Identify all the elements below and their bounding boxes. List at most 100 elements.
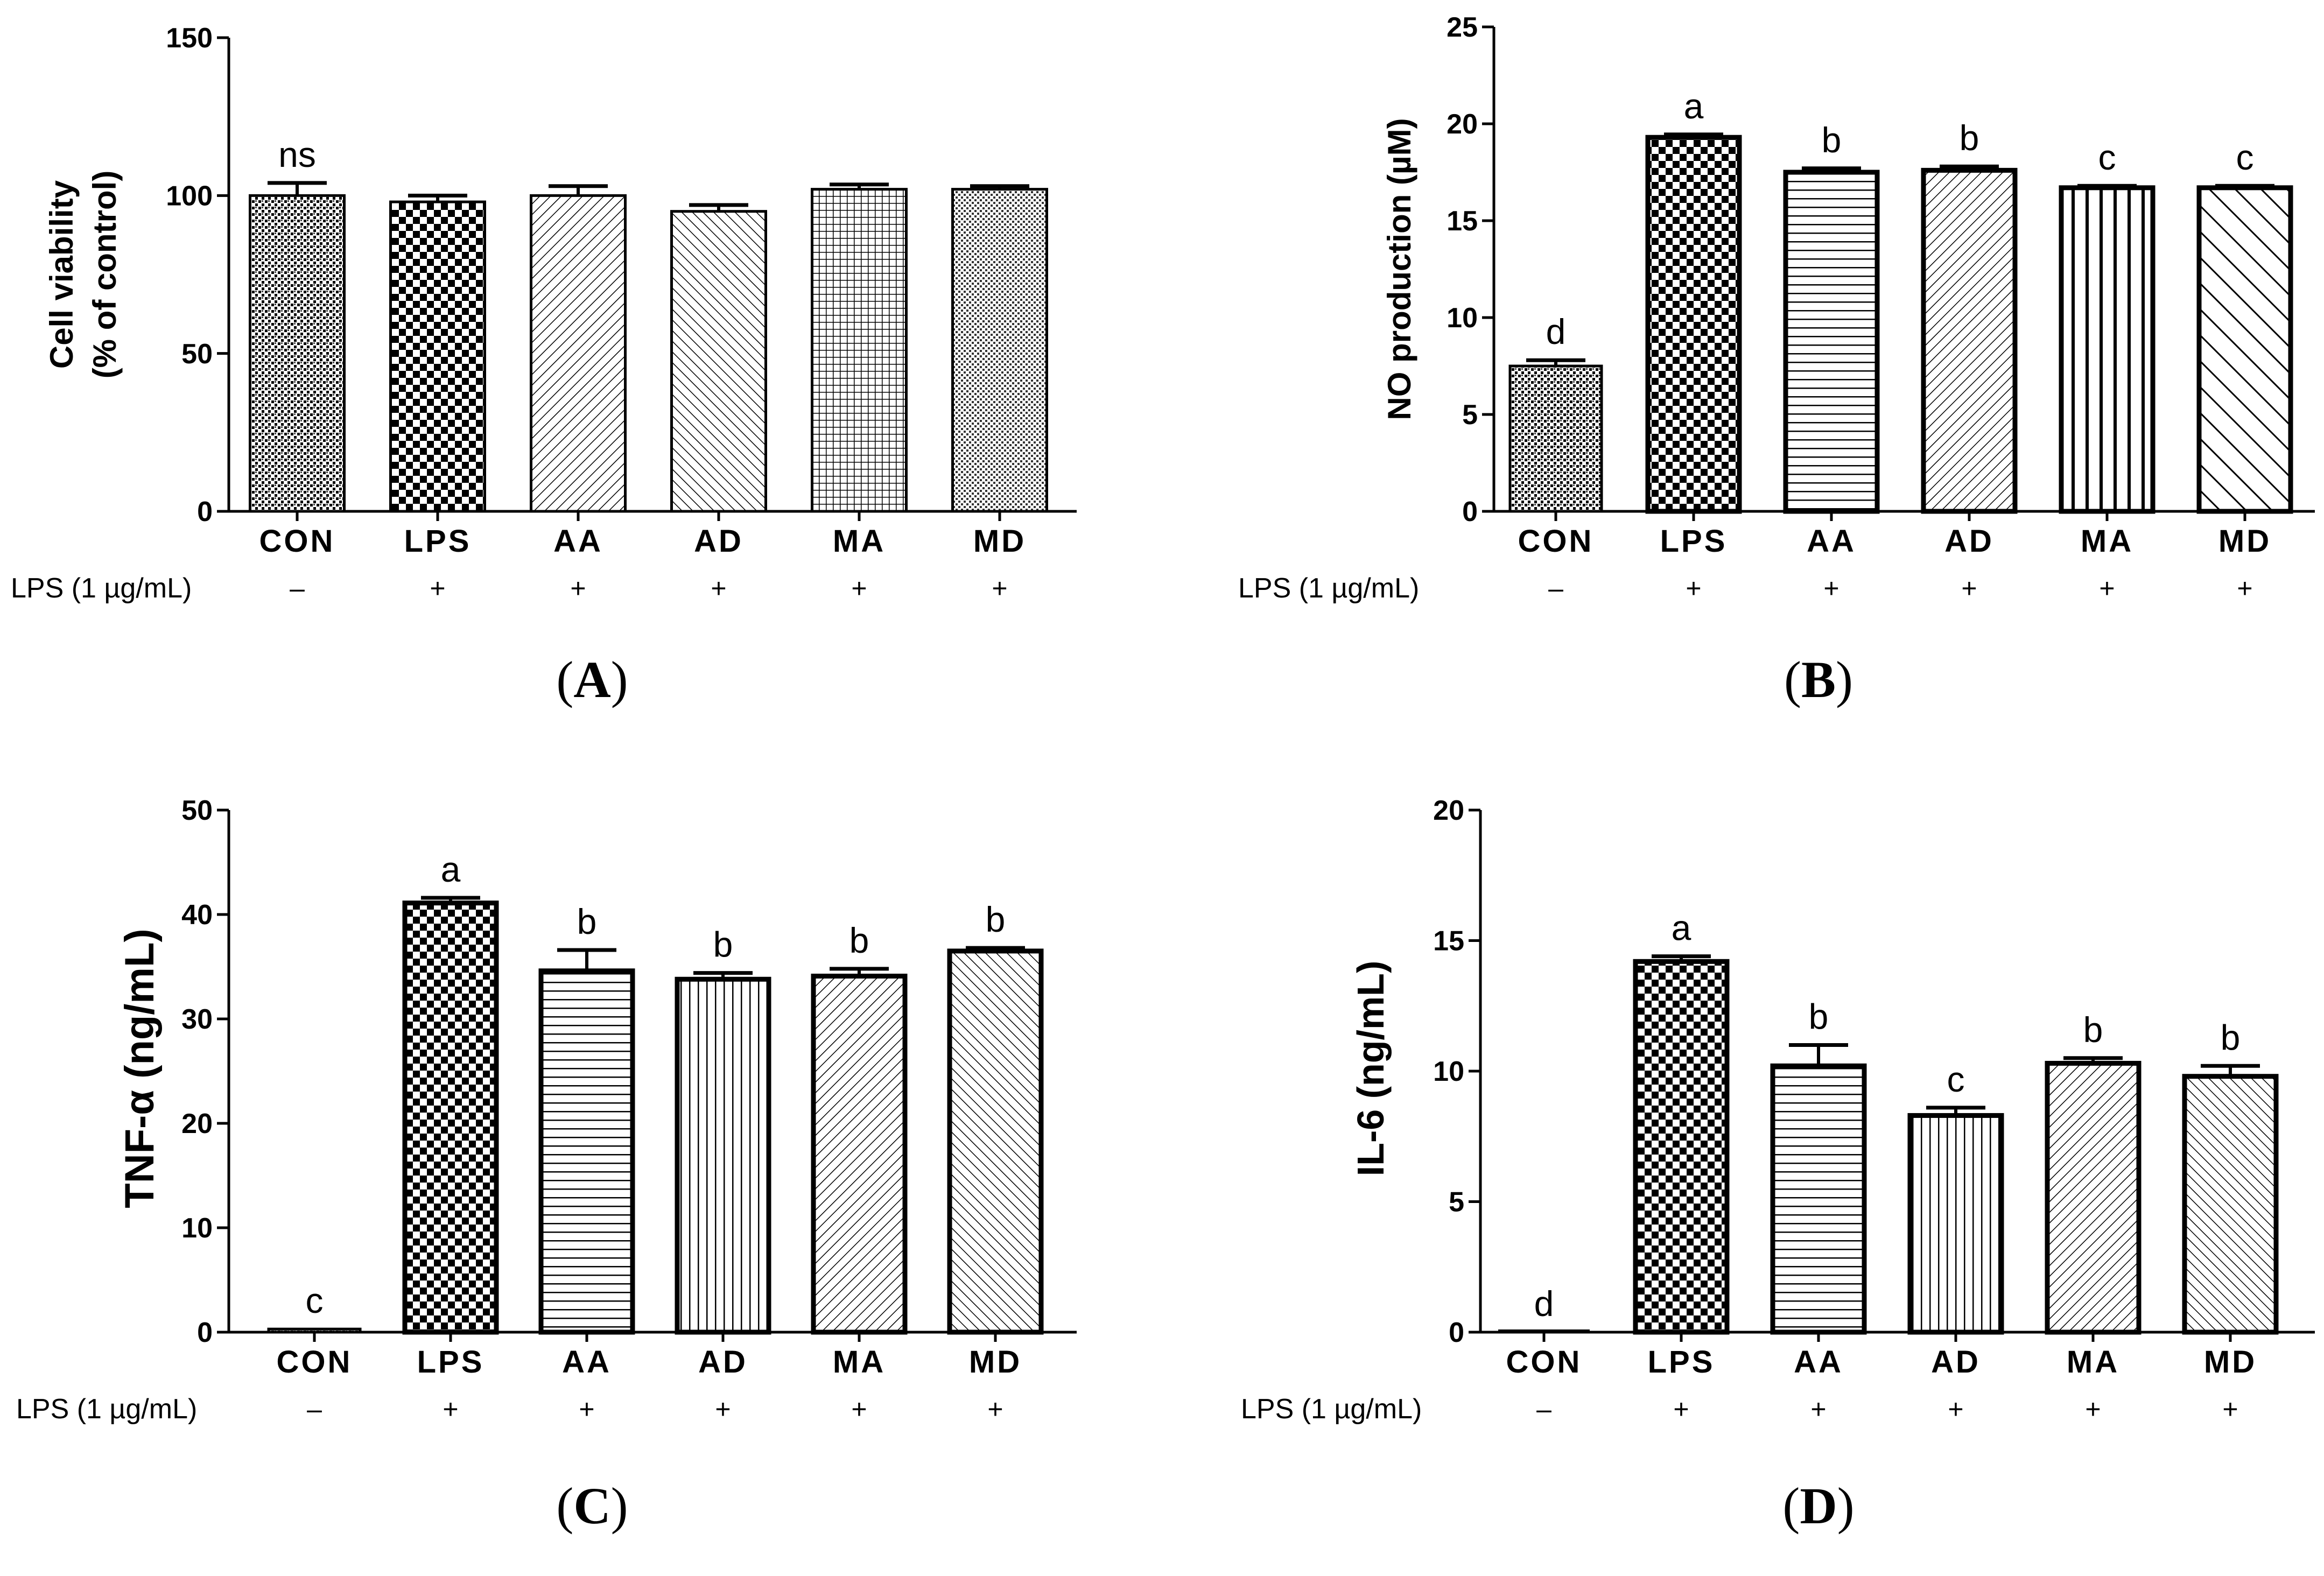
significance-label: d [1534,1284,1554,1324]
y-tick-label: 0 [197,1317,213,1348]
panel-a: 0 50 100 150 Cell viability (% of control) ns C… [11,23,1077,708]
lps-row-label: LPS (1 µg/mL) [1241,1394,1422,1425]
significance-label: b [1960,118,1979,158]
y-axis-label: IL-6 (ng/mL) [1350,961,1392,1176]
y-axis-label: Cell viability [44,180,80,369]
lps-row-value: + [711,573,726,603]
bar-md [951,188,1048,513]
bar-aa [530,194,627,513]
y-tick-label: 0 [1449,1317,1464,1348]
x-tick-label: AD [694,524,743,559]
lps-row-value: + [1961,573,1977,603]
lps-row-value: + [570,573,586,603]
lps-row-value: – [290,573,305,603]
significance-label: b [2221,1017,2241,1057]
significance-label: b [849,920,869,960]
bar-ma [2059,185,2156,514]
significance-label: c [2098,137,2116,177]
bar-ma [811,188,908,513]
lps-row-label: LPS (1 µg/mL) [16,1394,197,1425]
significance-label: b [986,899,1006,939]
y-tick-label: 30 [181,1004,213,1035]
y-tick-label: 0 [1462,496,1478,527]
x-tick-label: CON [1518,524,1594,559]
bar-md [947,948,1044,1335]
y-tick-label: 10 [181,1213,213,1244]
bar-lps [1633,959,1730,1335]
x-tick-label: AA [1794,1345,1843,1380]
panel-label: (A) [556,651,628,708]
y-tick-label: 15 [1433,926,1464,957]
y-tick-label: 5 [1462,399,1478,431]
panel-label: (B) [1784,651,1853,708]
significance-label: b [713,925,733,965]
lps-row-value: + [1686,573,1701,603]
y-tick-label: 20 [181,1108,213,1139]
bar-ad [670,210,767,513]
panel-d: 0 5 10 15 20 IL-6 (ng/mL) d CON – a LPS + b AA + c AD + b M… [1241,795,2315,1535]
y-tick-label: 50 [181,795,213,826]
y-axis-label: TNF-α (ng/mL) [117,928,163,1208]
y-axis-label-line2: (% of control) [87,171,123,379]
significance-label: b [2083,1010,2103,1050]
x-tick-label: CON [259,524,335,559]
lps-row-value: + [992,573,1007,603]
significance-label: c [306,1280,324,1320]
y-tick-label: 10 [1433,1056,1464,1087]
significance-label: c [2236,137,2254,177]
y-tick-label: 25 [1447,12,1478,43]
x-tick-label: MD [2218,524,2271,559]
x-tick-label: AA [1807,524,1856,559]
x-tick-label: AD [698,1345,748,1380]
significance-label: a [1672,908,1691,948]
y-tick-label: 20 [1433,795,1464,826]
significance-label: d [1546,312,1566,351]
bar-con [249,194,346,513]
x-tick-label: AA [553,524,603,559]
bar-aa [538,968,635,1335]
panel-label: (D) [1782,1477,1854,1535]
bar-md [2182,1074,2279,1335]
lps-row-value: – [307,1394,322,1424]
x-tick-label: LPS [404,524,472,559]
lps-row-value: + [851,1394,867,1424]
panel-label: (C) [556,1477,628,1535]
x-tick-label: AA [562,1345,612,1380]
lps-row-value: + [443,1394,458,1424]
panel-c: 0 10 20 30 40 50 TNF-α (ng/mL) c CON – a LPS + b AA + b A… [16,795,1077,1535]
significance-label: b [577,902,597,941]
lps-row-value: + [851,573,867,603]
significance-label: c [1947,1059,1965,1099]
x-tick-label: MD [969,1345,1022,1380]
lps-row-value: + [1948,1394,1963,1424]
lps-row-value: + [715,1394,731,1424]
significance-label: b [1809,997,1829,1037]
bar-ma [2045,1060,2142,1335]
lps-row-value: + [1673,1394,1689,1424]
x-tick-label: LPS [417,1345,485,1380]
significance-label: a [1684,86,1704,126]
y-axis-label: NO production (µM) [1381,118,1417,420]
lps-row-value: + [1823,573,1839,603]
x-tick-label: MA [2067,1345,2119,1380]
x-tick-label: LPS [1660,524,1728,559]
lps-row-value: + [1810,1394,1826,1424]
bar-md [2196,185,2293,514]
bar-con [1508,364,1603,513]
lps-row-value: + [987,1394,1003,1424]
x-tick-label: MA [833,1345,886,1380]
lps-row-label: LPS (1 µg/mL) [11,573,192,604]
x-tick-label: MA [833,524,886,559]
significance-label: b [1822,120,1842,160]
bar-aa [1783,170,1880,514]
y-tick-label: 150 [166,23,213,54]
bar-ad [675,976,771,1335]
y-tick-label: 40 [181,899,213,931]
bar-lps [389,200,486,513]
x-tick-label: MD [2204,1345,2257,1380]
lps-row-value: + [2085,1394,2101,1424]
bar-ad [1921,167,2018,514]
bar-ad [1907,1113,2004,1335]
bar-ma [811,973,908,1335]
